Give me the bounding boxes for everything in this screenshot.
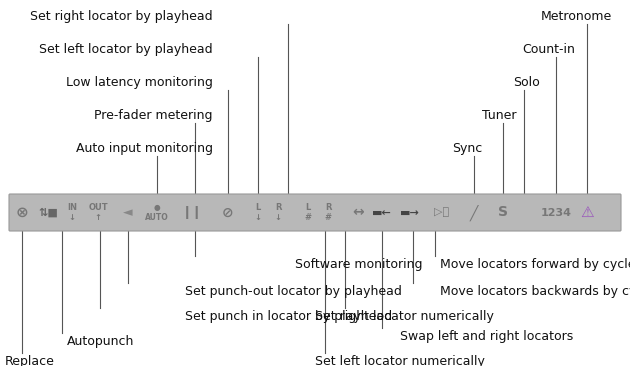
Text: ◄: ◄ bbox=[123, 206, 133, 219]
Text: Replace: Replace bbox=[5, 355, 55, 366]
Text: Move locators backwards by cycle length: Move locators backwards by cycle length bbox=[440, 285, 630, 298]
FancyBboxPatch shape bbox=[9, 194, 621, 231]
Text: Auto input monitoring: Auto input monitoring bbox=[76, 142, 213, 155]
Text: ↔: ↔ bbox=[352, 205, 364, 220]
Text: ⚠: ⚠ bbox=[580, 205, 594, 220]
Text: IN
↓: IN ↓ bbox=[67, 203, 77, 222]
Text: OUT
↑: OUT ↑ bbox=[88, 203, 108, 222]
Text: ❙❙: ❙❙ bbox=[181, 206, 202, 219]
Text: R
↓: R ↓ bbox=[275, 203, 282, 222]
Text: Low latency monitoring: Low latency monitoring bbox=[66, 76, 213, 89]
Text: ╱: ╱ bbox=[470, 204, 478, 221]
Text: ⊗: ⊗ bbox=[16, 205, 28, 220]
Text: ⇅■: ⇅■ bbox=[38, 208, 58, 217]
Text: R
#: R # bbox=[324, 203, 331, 222]
Text: Set right locator by playhead: Set right locator by playhead bbox=[30, 10, 213, 23]
Text: Set right locator numerically: Set right locator numerically bbox=[315, 310, 494, 323]
Text: Set left locator by playhead: Set left locator by playhead bbox=[39, 43, 213, 56]
Text: L
#: L # bbox=[304, 203, 311, 222]
Text: ⊘: ⊘ bbox=[222, 205, 234, 220]
Text: Solo: Solo bbox=[513, 76, 540, 89]
Text: ▬←: ▬← bbox=[372, 208, 392, 217]
Text: Metronome: Metronome bbox=[541, 10, 612, 23]
Text: L
↓: L ↓ bbox=[255, 203, 261, 222]
Text: Swap left and right locators: Swap left and right locators bbox=[400, 330, 573, 343]
Text: 1234: 1234 bbox=[541, 208, 571, 217]
Text: Set punch-out locator by playhead: Set punch-out locator by playhead bbox=[185, 285, 402, 298]
Text: Set punch in locator by playhead: Set punch in locator by playhead bbox=[185, 310, 392, 323]
Text: S: S bbox=[498, 205, 508, 220]
Text: Count-in: Count-in bbox=[522, 43, 575, 56]
Text: Software monitoring: Software monitoring bbox=[295, 258, 423, 271]
Text: ●
AUTO: ● AUTO bbox=[145, 203, 169, 222]
Text: Tuner: Tuner bbox=[481, 109, 516, 122]
Text: Move locators forward by cycle length: Move locators forward by cycle length bbox=[440, 258, 630, 271]
Text: Set left locator numerically: Set left locator numerically bbox=[315, 355, 485, 366]
Text: Pre-fader metering: Pre-fader metering bbox=[94, 109, 213, 122]
Text: Autopunch: Autopunch bbox=[67, 335, 134, 348]
Text: ▬→: ▬→ bbox=[400, 208, 420, 217]
Text: ▷⏱: ▷⏱ bbox=[435, 208, 450, 217]
Text: Sync: Sync bbox=[452, 142, 482, 155]
